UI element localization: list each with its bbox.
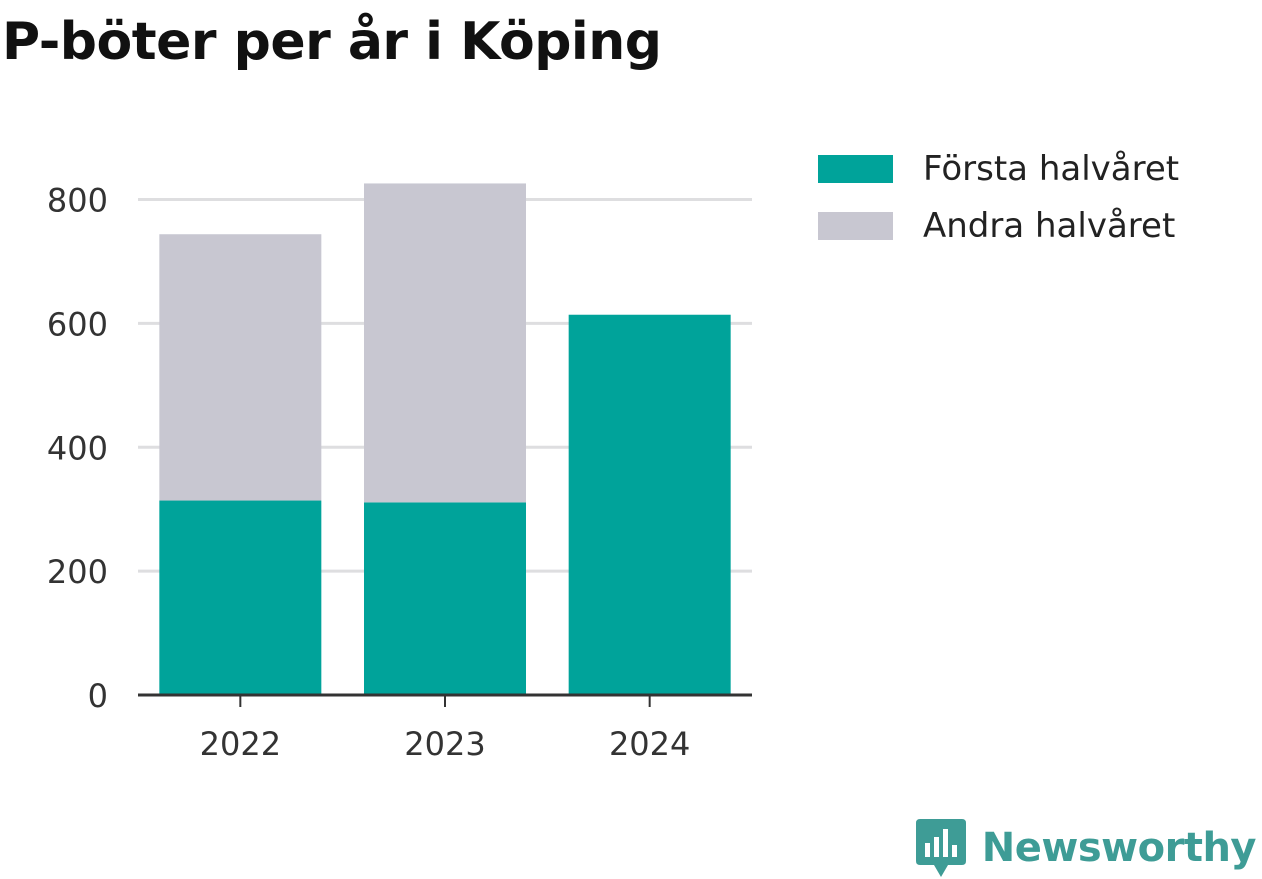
y-tick-label: 400 [47,429,108,467]
brand-logo: Newsworthy [915,819,1257,877]
legend-swatch-forsta [818,154,893,183]
bar-chart: 0 200 400 600 800 2022 2023 2024 [47,182,752,763]
newsworthy-logo-icon [915,819,966,877]
legend-item-forsta-halvaret: Första halvåret [818,140,1179,197]
brand-name: Newsworthy [981,825,1257,871]
y-tick-label: 600 [47,305,108,343]
legend-item-andra-halvaret: Andra halvåret [818,197,1179,254]
legend: Första halvåret Andra halvåret [818,140,1179,254]
y-tick-label: 0 [88,677,108,715]
bar-2022-forsta [159,500,322,695]
bar-2023-forsta [364,502,526,695]
legend-swatch-andra [818,211,893,240]
x-tick-label: 2023 [404,725,485,763]
x-tick-label: 2024 [609,725,690,763]
legend-label-forsta: Första halvåret [923,148,1180,189]
x-axis: 2022 2023 2024 [138,693,752,763]
bar-2023-andra [364,183,526,503]
y-tick-label: 800 [47,182,108,220]
chart-title: P-böter per år i Köping [2,12,662,72]
legend-label-andra: Andra halvåret [923,205,1176,246]
bars [159,183,731,695]
x-tick-label: 2022 [200,725,281,763]
y-tick-label: 200 [47,553,108,591]
y-axis: 0 200 400 600 800 [47,182,108,715]
bar-2024-forsta [568,314,731,695]
bar-2022-andra [159,234,322,501]
